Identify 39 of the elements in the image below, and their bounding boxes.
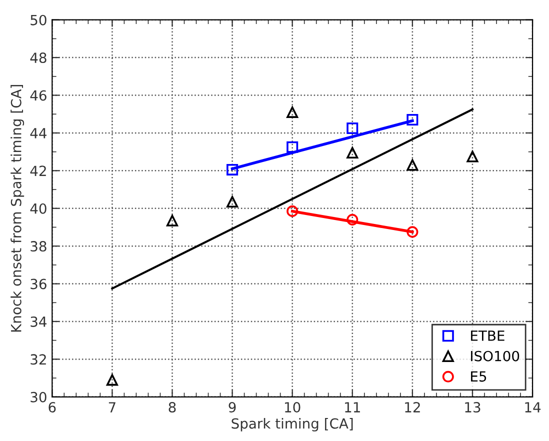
point: [106, 374, 118, 386]
point: [346, 146, 358, 159]
x-tick-label: 10: [285, 402, 300, 413]
point: [406, 159, 418, 171]
point: [286, 141, 298, 153]
x-tick-label: 6: [48, 402, 56, 413]
point: [406, 226, 418, 238]
legend-label: ISO100: [471, 350, 520, 362]
point: [226, 164, 238, 176]
y-tick-label: 32: [30, 354, 46, 365]
x-axis-title: Spark timing [CA]: [232, 418, 353, 432]
y-tick-label: 44: [30, 128, 47, 138]
point: [286, 205, 298, 217]
y-tick-label: 46: [30, 90, 46, 101]
x-tick-label: 7: [108, 402, 116, 412]
point: [406, 114, 418, 126]
legend-label: ETBE: [471, 330, 504, 341]
y-tick-label: 34: [30, 316, 47, 327]
x-tick-label: 14: [525, 402, 541, 412]
y-axis-title: Knock onset from Spark timing [CA]: [10, 84, 24, 332]
point: [346, 122, 358, 134]
point: [226, 196, 238, 208]
y-tick-label: 30: [30, 392, 46, 402]
x-tick-label: 8: [168, 402, 176, 413]
legend-label: E5: [471, 371, 486, 382]
y-tick-label: 40: [30, 203, 46, 214]
point: [286, 106, 298, 118]
y-tick-label: 48: [30, 52, 46, 64]
x-tick-label: 9: [228, 402, 236, 413]
point: [346, 214, 358, 226]
point: [466, 150, 478, 162]
x-tick-label: 13: [465, 402, 480, 413]
y-tick-label: 36: [30, 278, 46, 290]
y-tick-label: 38: [30, 241, 46, 252]
x-tick-label: 11: [345, 402, 360, 412]
x-tick-label: 12: [405, 402, 420, 412]
point: [166, 214, 178, 226]
y-tick-label: 42: [30, 166, 46, 176]
y-tick-label: 50: [30, 14, 46, 26]
